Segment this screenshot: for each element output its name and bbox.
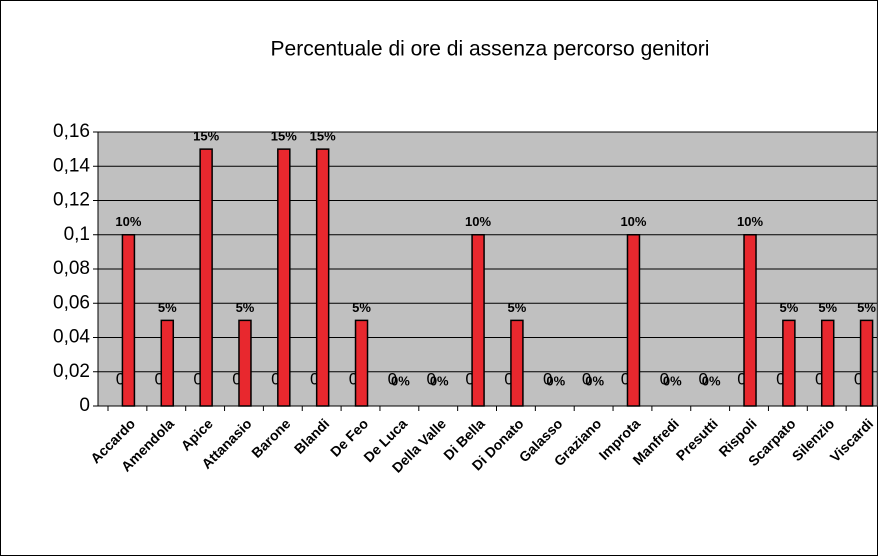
value-label: 0 (426, 369, 435, 388)
value-label: 5% (236, 300, 255, 315)
value-label: 0% (702, 373, 721, 388)
value-label: 0 (582, 369, 591, 388)
value-label: 10% (465, 214, 491, 229)
value-label: 0 (737, 369, 746, 388)
value-label: 0 (621, 369, 630, 388)
value-label: 0% (391, 373, 410, 388)
chart-title: Percentuale di ore di assenza percorso g… (271, 38, 710, 61)
bar (471, 234, 485, 407)
value-label: 5% (818, 300, 837, 315)
value-label: 0 (465, 369, 474, 388)
y-tick-label: 0,16 (53, 121, 90, 142)
value-label: 0 (388, 369, 397, 388)
y-tick-label: 0 (79, 395, 90, 416)
value-label: 0% (546, 373, 565, 388)
value-label: 0 (543, 369, 552, 388)
bar (121, 234, 136, 407)
bar (510, 319, 524, 407)
value-label: 0 (310, 369, 319, 388)
value-label: 0% (585, 373, 604, 388)
value-label: 0% (430, 373, 449, 388)
bar (238, 319, 252, 407)
y-tick-label: 0,12 (53, 190, 90, 211)
value-label: 15% (310, 129, 336, 144)
bar (354, 319, 369, 407)
value-label: 0 (155, 369, 164, 388)
value-label: 10% (737, 214, 763, 229)
y-tick-label: 0,04 (53, 327, 90, 348)
value-label: 0 (116, 369, 125, 388)
value-label: 5% (508, 300, 527, 315)
bar (820, 319, 835, 407)
bar (859, 319, 874, 407)
value-label: 0% (663, 373, 682, 388)
bar (782, 319, 796, 407)
value-label: 0 (854, 369, 863, 388)
value-label: 10% (115, 214, 141, 229)
bar (743, 234, 757, 407)
value-label: 0 (660, 369, 669, 388)
value-label: 15% (271, 129, 297, 144)
value-label: 5% (352, 300, 371, 315)
value-label: 0 (271, 369, 280, 388)
bar (315, 148, 330, 407)
value-label: 0 (349, 369, 358, 388)
bar (160, 319, 175, 407)
y-tick-label: 0,1 (64, 224, 90, 245)
value-label: 0 (504, 369, 513, 388)
y-tick-label: 0,14 (53, 155, 90, 176)
value-label: 0 (815, 369, 824, 388)
bar (277, 148, 291, 407)
value-label: 0 (193, 369, 202, 388)
value-label: 0 (232, 369, 241, 388)
value-label: 5% (857, 300, 876, 315)
value-label: 0 (698, 369, 707, 388)
value-label: 0 (776, 369, 785, 388)
y-tick-label: 0,08 (53, 258, 90, 279)
bar (199, 148, 213, 407)
y-tick-label: 0,02 (53, 361, 90, 382)
value-label: 15% (193, 129, 219, 144)
y-tick-label: 0,06 (53, 292, 90, 313)
bar (626, 234, 641, 407)
value-label: 5% (158, 300, 177, 315)
value-label: 5% (779, 300, 798, 315)
value-label: 10% (620, 214, 646, 229)
